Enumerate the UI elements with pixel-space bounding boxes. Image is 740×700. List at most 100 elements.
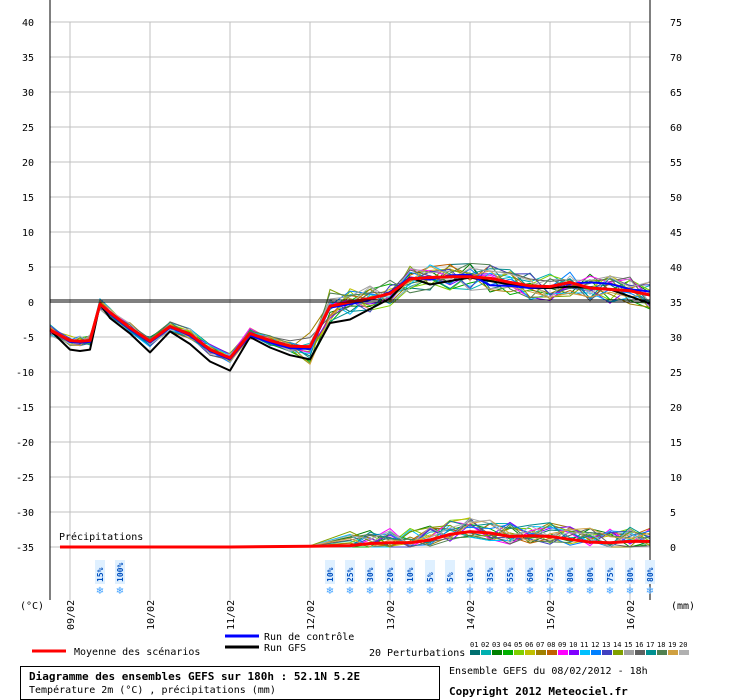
perturbation-color-swatch (514, 650, 524, 655)
perturbation-number-label: 02 (481, 641, 489, 649)
x-tick-label: 15/02 (546, 600, 557, 630)
x-tick-label: 12/02 (306, 600, 317, 630)
perturbation-lines (49, 262, 651, 366)
x-tick-label: 16/02 (626, 600, 637, 630)
snow-probability-label: 100% (116, 563, 125, 582)
snow-probabilities: 15% ❄ 100% ❄ 10% ❄ 25% ❄ 30% ❄ 20% ❄ 10% ❄ 5% ❄ 5% ❄ 10% ❄ 3… (95, 560, 655, 597)
snowflake-icon: ❄ (466, 586, 474, 597)
perturbation-number-label: 11 (580, 641, 588, 649)
y2-tick-label: 15 (670, 438, 682, 449)
snow-probability-box (545, 560, 555, 584)
snow-probability-box (405, 560, 415, 584)
perturbation-color-swatch (624, 650, 634, 655)
perturbation-color-swatch (646, 650, 656, 655)
perturbation-number-label: 20 (679, 641, 687, 649)
snow-probability-label: 35% (486, 567, 495, 582)
snowflake-icon: ❄ (346, 586, 354, 597)
y2-tick-label: 0 (670, 543, 676, 554)
perturbation-color-swatch (547, 650, 557, 655)
x-tick-label: 10/02 (146, 600, 157, 630)
perturbation-color-swatch (591, 650, 601, 655)
snow-probability-label: 75% (606, 567, 615, 582)
y-tick-label: 25 (22, 123, 34, 134)
perturbation-number-label: 06 (525, 641, 533, 649)
mean-line (49, 275, 651, 360)
y2-tick-label: 25 (670, 368, 682, 379)
perturbation-number-label: 10 (569, 641, 577, 649)
perturbation-color-swatch (569, 650, 579, 655)
perturbation-number-label: 07 (536, 641, 544, 649)
legend: Moyenne des scénarios Run de contrôleRun … (32, 631, 689, 659)
snow-probability-box (505, 560, 515, 584)
perturbation-line (49, 268, 651, 359)
precipitation-perturbation-lines (59, 517, 651, 548)
perturbation-number-label: 15 (624, 641, 632, 649)
perturbation-number-label: 04 (503, 641, 511, 649)
snowflake-icon: ❄ (426, 586, 434, 597)
legend-control-label: Run de contrôle (264, 631, 354, 643)
perturbation-color-swatch (503, 650, 513, 655)
y2-tick-label: 20 (670, 403, 682, 414)
snowflake-icon: ❄ (366, 586, 374, 597)
snowflake-icon: ❄ (526, 586, 534, 597)
snowflake-icon: ❄ (486, 586, 494, 597)
snow-probability-box (115, 560, 125, 584)
snow-probability-box (585, 560, 595, 584)
perturbation-number-label: 14 (613, 641, 621, 649)
y-tick-label: -25 (16, 473, 34, 484)
snow-probability-label: 80% (646, 567, 655, 582)
y2-tick-label: 60 (670, 123, 682, 134)
y-tick-label: -15 (16, 403, 34, 414)
snow-probability-label: 5% (426, 572, 435, 582)
perturbation-number-label: 03 (492, 641, 500, 649)
snow-probability-box (565, 560, 575, 584)
perturbation-line (49, 267, 651, 359)
snow-probability-label: 20% (386, 567, 395, 582)
perturbation-number-label: 01 (470, 641, 478, 649)
perturbation-number-label: 08 (547, 641, 555, 649)
y-tick-label: -5 (22, 333, 34, 344)
snowflake-icon: ❄ (586, 586, 594, 597)
perturbation-number-label: 18 (657, 641, 665, 649)
y-tick-label: -20 (16, 438, 34, 449)
chart-title: Diagramme des ensembles GEFS sur 180h : … (29, 670, 361, 683)
perturbation-color-swatch (613, 650, 623, 655)
snowflake-icon: ❄ (406, 586, 414, 597)
snow-probability-box (465, 560, 475, 584)
snow-probability-box (345, 560, 355, 584)
perturbation-number-label: 19 (668, 641, 676, 649)
snowflake-icon: ❄ (96, 586, 104, 597)
y-tick-label: 20 (22, 158, 34, 169)
perturbation-color-swatch (679, 650, 689, 655)
x-tick-label: 09/02 (66, 600, 77, 630)
snowflake-icon: ❄ (546, 586, 554, 597)
perturbation-number-label: 17 (646, 641, 654, 649)
y2-unit-label: (mm) (671, 601, 695, 612)
perturbation-line (49, 267, 651, 355)
legend-mean-label: Moyenne des scénarios (74, 646, 200, 658)
y2-tick-label: 35 (670, 298, 682, 309)
snow-probability-label: 25% (346, 567, 355, 582)
y-unit-label: (°C) (20, 601, 44, 612)
perturbation-color-swatch (558, 650, 568, 655)
y2-tick-label: 30 (670, 333, 682, 344)
snowflake-icon: ❄ (386, 586, 394, 597)
perturbation-color-swatch (470, 650, 480, 655)
y-tick-label: -10 (16, 368, 34, 379)
x-tick-label: 14/02 (466, 600, 477, 630)
main-series (49, 273, 651, 549)
y-tick-label: 40 (22, 18, 34, 29)
snow-probability-box (605, 560, 615, 584)
y-tick-label: 10 (22, 228, 34, 239)
snow-probability-label: 80% (566, 567, 575, 582)
y-tick-label: -35 (16, 543, 34, 554)
y2-tick-label: 40 (670, 263, 682, 274)
x-tick-label: 11/02 (226, 600, 237, 630)
perturbation-color-swatch (635, 650, 645, 655)
ensemble-run-label: Ensemble GEFS du 08/02/2012 - 18h (449, 666, 648, 677)
snow-probability-box (445, 560, 455, 584)
precipitation-label: Précipitations (59, 531, 143, 543)
perturbation-line (49, 263, 651, 355)
perturbation-number-label: 13 (602, 641, 610, 649)
copyright: Copyright 2012 Meteociel.fr (449, 685, 628, 698)
